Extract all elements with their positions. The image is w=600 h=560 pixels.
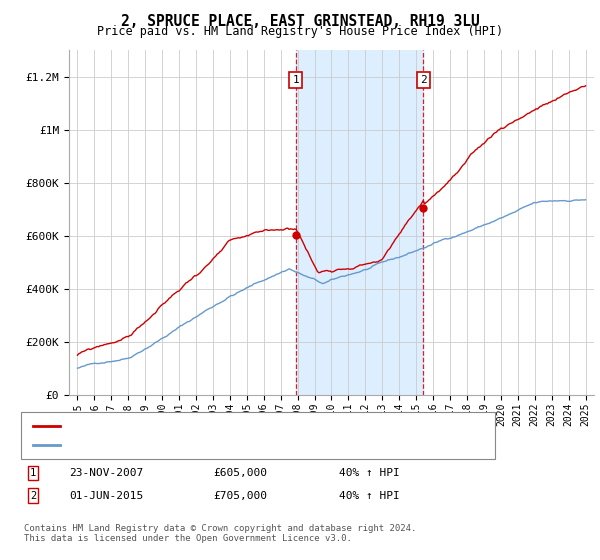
Text: 01-JUN-2015: 01-JUN-2015 bbox=[69, 491, 143, 501]
Text: 1: 1 bbox=[293, 74, 299, 85]
Text: Contains HM Land Registry data © Crown copyright and database right 2024.
This d: Contains HM Land Registry data © Crown c… bbox=[24, 524, 416, 543]
Text: 1: 1 bbox=[30, 468, 36, 478]
Text: £705,000: £705,000 bbox=[213, 491, 267, 501]
Text: £605,000: £605,000 bbox=[213, 468, 267, 478]
Text: 23-NOV-2007: 23-NOV-2007 bbox=[69, 468, 143, 478]
Text: Price paid vs. HM Land Registry's House Price Index (HPI): Price paid vs. HM Land Registry's House … bbox=[97, 25, 503, 38]
Bar bbox=[296, 50, 423, 395]
Text: 2, SPRUCE PLACE, EAST GRINSTEAD, RH19 3LU (detached house): 2, SPRUCE PLACE, EAST GRINSTEAD, RH19 3L… bbox=[65, 421, 427, 431]
Text: 40% ↑ HPI: 40% ↑ HPI bbox=[339, 468, 400, 478]
Text: 2: 2 bbox=[420, 74, 427, 85]
Text: HPI: Average price, detached house, Mid Sussex: HPI: Average price, detached house, Mid … bbox=[65, 440, 352, 450]
Text: 40% ↑ HPI: 40% ↑ HPI bbox=[339, 491, 400, 501]
Text: 2, SPRUCE PLACE, EAST GRINSTEAD, RH19 3LU: 2, SPRUCE PLACE, EAST GRINSTEAD, RH19 3L… bbox=[121, 14, 479, 29]
Text: 2: 2 bbox=[30, 491, 36, 501]
